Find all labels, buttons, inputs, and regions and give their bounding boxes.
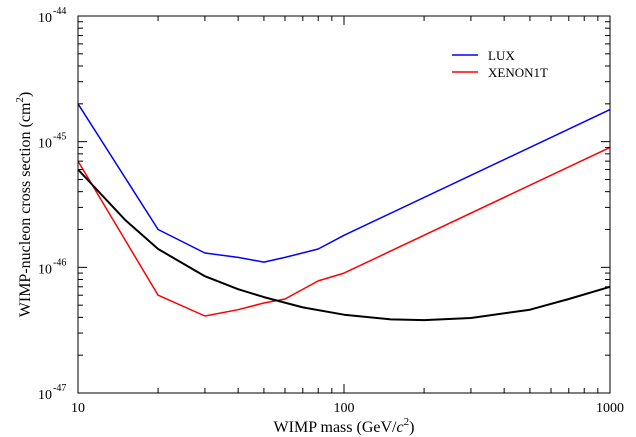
series-line-lux [77, 103, 611, 263]
y-tick-exponent: -47 [53, 383, 66, 394]
x-tick-label: 1000 [596, 401, 624, 416]
y-axis-title: WIMP-nucleon cross section (cm2) [14, 92, 34, 317]
legend-label-lux: LUX [488, 48, 515, 63]
series-line-unlabeled-3 [77, 168, 611, 322]
y-tick-label: 10 [38, 11, 52, 26]
y-tick-label: 10 [38, 262, 52, 277]
legend-label-xenon1t: XENON1T [488, 65, 548, 80]
x-tick-label: 10 [71, 401, 85, 416]
plot-area [77, 103, 611, 322]
x-axis-title: WIMP mass (GeV/c2) [274, 416, 415, 436]
y-tick-exponent: -44 [53, 6, 66, 17]
x-tick-label: 100 [334, 401, 355, 416]
y-tick-exponent: -45 [53, 132, 66, 143]
y-tick-exponent: -46 [53, 257, 66, 268]
series-line-xenon1t [77, 146, 611, 317]
y-tick-label: 10 [38, 388, 52, 403]
legend: LUX XENON1T [452, 48, 548, 80]
y-tick-label: 10 [38, 137, 52, 152]
